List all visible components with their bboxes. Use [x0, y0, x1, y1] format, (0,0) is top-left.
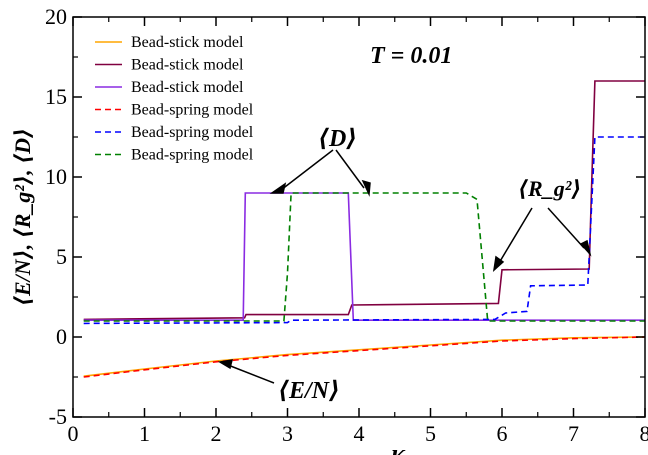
series-line-1: [83, 80, 645, 321]
y-tick-label-5: 20: [45, 4, 67, 29]
legend-label-2: Bead-stick model: [131, 79, 244, 96]
x-tick-label-8: 8: [640, 421, 648, 446]
annotation-arrows: [217, 149, 592, 384]
arrowhead-d-right: [361, 179, 371, 197]
arrow-d-right: [335, 149, 365, 189]
annotation-d: ⟨D⟩: [318, 126, 357, 152]
legend-label-5: Bead-spring model: [131, 147, 254, 164]
y-tick-label-4: 15: [45, 84, 67, 109]
x-tick-label-2: 2: [211, 421, 222, 446]
arrow-en: [227, 364, 275, 384]
series-line-3: [83, 336, 646, 378]
y-axis-label: ⟨E/N⟩, ⟨R_g²⟩, ⟨D⟩: [10, 128, 35, 306]
legend-label-4: Bead-spring model: [131, 124, 254, 141]
arrowhead-rg-left: [492, 255, 505, 272]
annotation-rg2: ⟨R_g²⟩: [518, 176, 581, 201]
y-tick-label-1: 0: [56, 324, 67, 349]
legend-label-0: Bead-stick model: [131, 34, 244, 51]
legend: Bead-stick model Bead-stick model Bead-sti…: [95, 34, 254, 164]
y-tick-label-2: 5: [56, 244, 67, 269]
plot-frame: [72, 16, 646, 418]
x-tick-label-1: 1: [139, 421, 150, 446]
arrow-rg-left: [498, 207, 533, 264]
series-line-5: [83, 192, 645, 322]
y-tick-label-3: 10: [45, 164, 67, 189]
legend-label-3: Bead-spring model: [131, 102, 254, 119]
x-tick-label-6: 6: [497, 421, 508, 446]
y-tick-label-0: -5: [49, 404, 67, 429]
series-lines: [83, 80, 646, 378]
x-axis-label: κ: [391, 439, 406, 455]
x-tick-label-3: 3: [282, 421, 293, 446]
x-tick-label-7: 7: [568, 421, 579, 446]
series-line-0: [83, 336, 646, 377]
annotation-en: ⟨E/N⟩: [278, 378, 340, 404]
series-line-2: [83, 192, 645, 322]
arrowhead-d-left: [269, 182, 287, 194]
series-line-4: [83, 136, 645, 325]
arrowhead-rg-right: [579, 239, 592, 257]
arrow-d-left: [280, 149, 334, 191]
axis-ticks: [72, 16, 646, 418]
x-tick-label-0: 0: [68, 421, 79, 446]
arrowhead-en: [217, 359, 234, 370]
x-tick-label-5: 5: [425, 421, 436, 446]
x-tick-label-4: 4: [354, 421, 365, 446]
legend-label-1: Bead-stick model: [131, 57, 244, 74]
temperature-annotation: T = 0.01: [370, 43, 452, 69]
arrow-rg-right: [547, 207, 585, 249]
